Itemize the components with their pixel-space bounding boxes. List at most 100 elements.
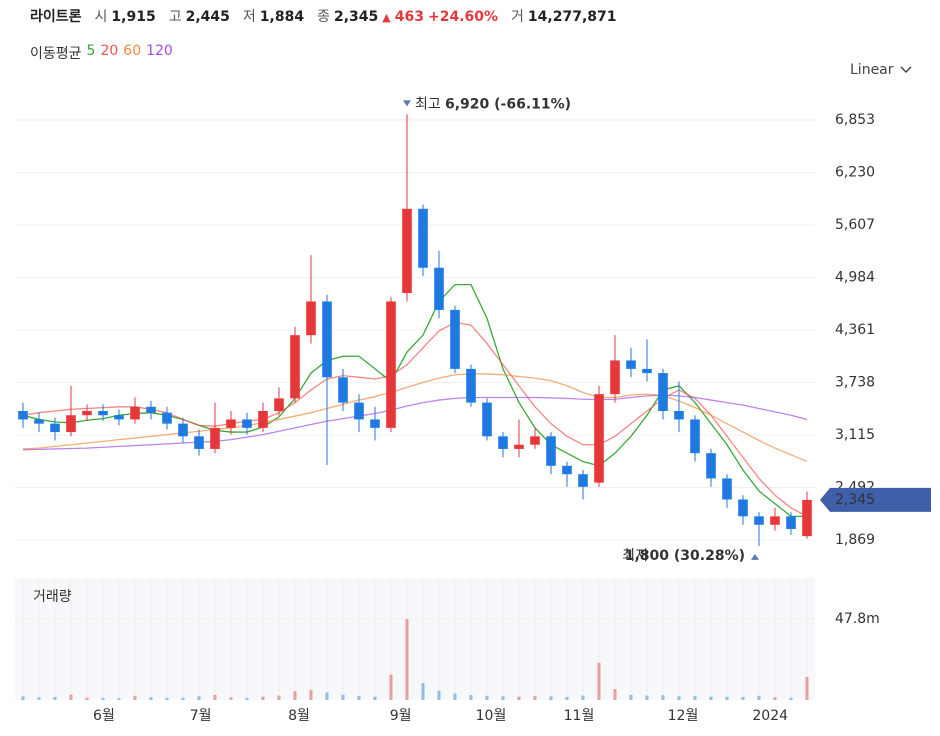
candle-body [130,406,140,420]
candle-body [770,516,780,525]
candle-body [450,309,460,369]
candle-body [402,208,412,294]
candle-body [626,360,636,369]
ma-legend-item: 20 [100,43,119,59]
candle-body [210,427,220,449]
ma-legend: 이동평균 5 20 60 120 [30,43,173,63]
volume-bar [677,696,681,700]
volume-bar [213,694,217,700]
volume-bar [437,690,441,700]
volume-bar [725,696,729,700]
candle-body [290,335,300,399]
volume-bar [693,696,697,700]
candle-body [514,444,524,449]
candle-body [66,415,76,433]
quote-label: 시 [94,9,108,25]
candle-body [642,368,652,374]
volume-bar [69,694,73,700]
volume-bar [37,697,41,700]
quote-label: 저 [242,9,256,25]
volume-bar [597,662,601,700]
volume-bar [245,697,249,700]
ma-line [22,283,807,517]
candle-body [50,423,60,433]
ma-legend-item: 120 [146,43,173,59]
candle-body [18,411,28,420]
volume-bar [517,696,521,700]
volume-bar [453,693,457,700]
volume-bar [21,696,25,700]
x-tick-label: 12월 [668,708,699,724]
volume-panel [15,578,815,700]
candle-body [98,411,108,416]
volume-bar [277,695,281,700]
candle-body [610,360,620,395]
volume-bar [645,695,649,700]
change-arrow: ▲ [382,11,391,24]
volume-bar [613,688,617,700]
volume-bar [101,697,105,700]
annotation-marker [403,100,411,107]
volume-bar [709,696,713,700]
volume-bar [549,696,553,700]
candle-body [306,301,316,336]
candle-body [258,411,268,428]
x-tick-label: 10월 [476,708,507,724]
volume-bar [229,697,233,700]
volume-bar [53,696,57,700]
scale-label: Linear [850,62,894,78]
y-tick-label: 5,607 [835,217,875,233]
candle-body [418,208,428,268]
candle-body [466,368,476,403]
quote-label: 고 [168,9,182,25]
candle-body [546,436,556,466]
x-tick-label: 8월 [288,708,310,724]
ma-line [22,394,808,451]
candle-body [274,398,284,412]
candle-body [722,478,732,500]
y-tick-label: 6,853 [835,112,875,128]
candle-body [594,394,604,483]
volume-bar [85,697,89,700]
volume-bar [789,697,793,700]
y-tick-label: 4,361 [835,322,875,338]
volume-bar [181,697,185,700]
scale-dropdown[interactable]: Linear [850,62,912,78]
volume-bar [405,618,409,700]
candle-body [34,419,44,424]
change: 463 [394,9,424,25]
candle-body [674,411,684,420]
candle-body [706,453,716,479]
quote-value: 2,445 [185,9,230,25]
volume-bar [149,697,153,700]
volume-bar [485,695,489,700]
candle-body [738,499,748,517]
ma-legend-item: 60 [123,43,142,59]
candle-body [658,373,668,412]
volume-tick-label: 47.8m [835,611,880,627]
candle-body [114,415,124,420]
candle-body [82,411,92,416]
candle-body [434,267,444,310]
ma-legend-item: 5 [86,43,96,59]
candle-body [194,436,204,449]
candle-body [498,436,508,449]
volume-bar [773,697,777,700]
candle-body [754,516,764,525]
change-pct: +24.60% [427,9,499,25]
volume-bar [117,698,121,700]
volume-bar [741,696,745,700]
stock-name: 라이트론 [30,9,82,25]
candle-body [242,419,252,428]
ma-title: 이동평균 [30,46,82,62]
candle-body [786,516,796,529]
volume-bar [341,694,345,700]
volume-bar [261,696,265,700]
annotation-text: 1,800 (30.28%) [625,548,745,564]
candle-body [146,406,156,413]
candle-body [178,423,188,437]
candle-body [162,412,172,424]
volume-bar [581,695,585,700]
volume-bar [469,695,473,700]
